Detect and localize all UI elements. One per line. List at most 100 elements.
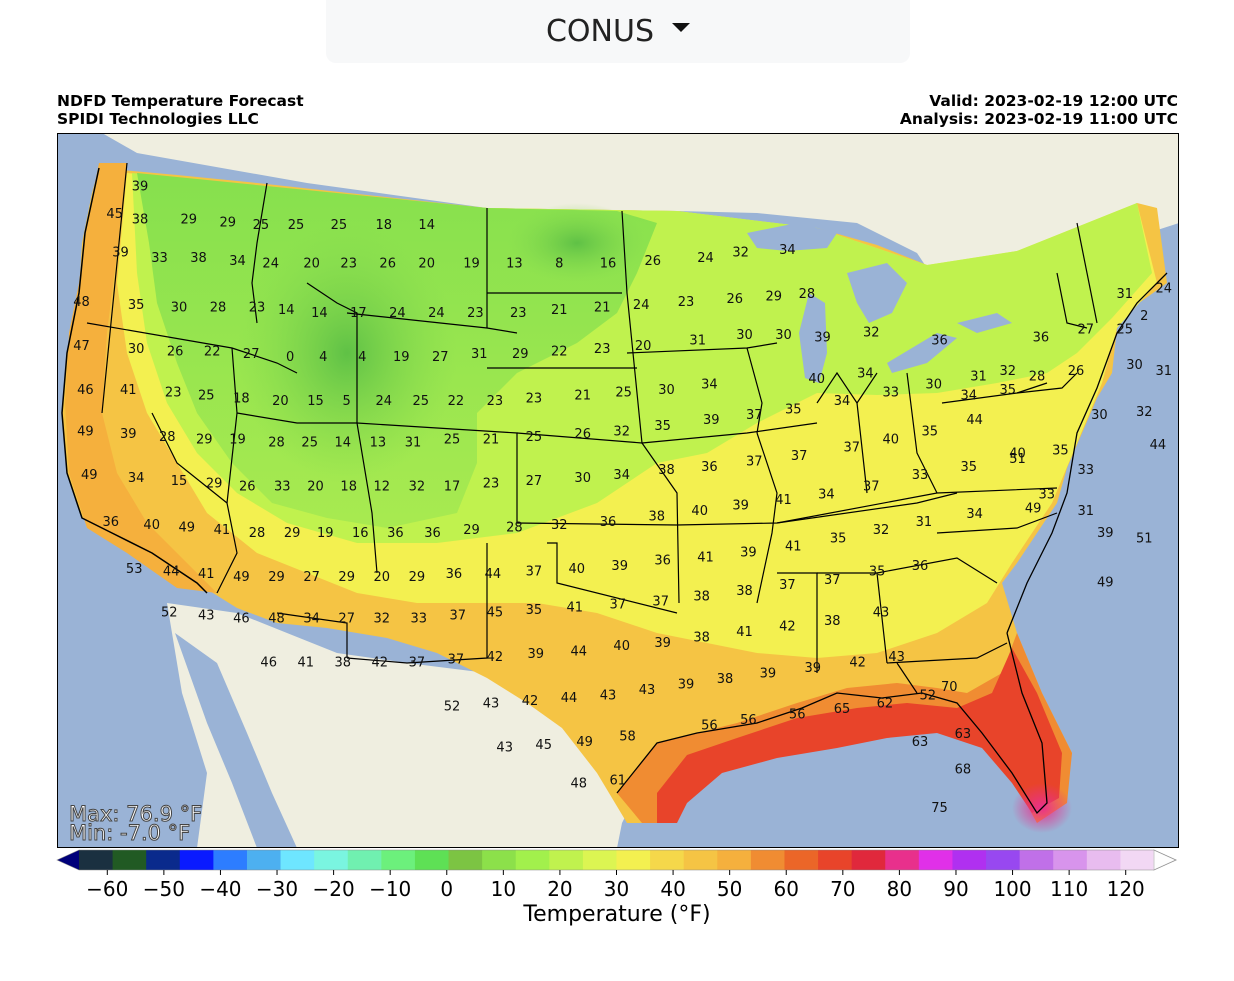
temperature-label: 23 xyxy=(483,477,500,492)
temperature-label: 34 xyxy=(128,471,145,486)
colorbar-tick-label: 20 xyxy=(547,877,572,898)
temperature-label: 41 xyxy=(214,523,231,538)
temperature-label: 39 xyxy=(740,545,757,560)
temperature-label: 32 xyxy=(1000,364,1017,379)
temperature-label: 40 xyxy=(691,504,708,519)
temperature-label: 22 xyxy=(204,345,221,360)
colorbar-cell xyxy=(582,850,617,870)
temperature-label: 27 xyxy=(526,474,543,489)
temperature-label: 24 xyxy=(376,394,393,409)
temperature-label: 51 xyxy=(1009,452,1026,467)
temperature-label: 25 xyxy=(331,218,348,233)
temperature-label: 28 xyxy=(506,521,523,536)
temperature-label: 35 xyxy=(869,565,886,580)
temperature-label: 38 xyxy=(190,251,207,266)
temperature-label: 27 xyxy=(432,350,449,365)
temperature-label: 30 xyxy=(775,328,792,343)
temperature-label: 14 xyxy=(278,303,295,318)
temperature-label: 37 xyxy=(448,653,465,668)
temperature-label: 31 xyxy=(1156,364,1173,379)
temperature-label: 26 xyxy=(1068,364,1085,379)
temperature-label: 17 xyxy=(444,479,461,494)
temperature-label: 34 xyxy=(818,488,835,503)
colorbar-tick-label: 30 xyxy=(604,877,629,898)
colorbar-cell xyxy=(784,850,819,870)
temperature-label: 34 xyxy=(229,254,246,269)
temperature-label: 35 xyxy=(654,419,671,434)
temperature-label: 35 xyxy=(128,298,145,313)
temperature-label: 33 xyxy=(411,611,428,626)
temperature-label: 31 xyxy=(1078,504,1095,519)
colorbar-cell xyxy=(986,850,1021,870)
temperature-label: 42 xyxy=(779,620,796,635)
colorbar-cell xyxy=(952,850,987,870)
temperature-label: 0 xyxy=(286,350,294,365)
temperature-label: 62 xyxy=(877,697,894,712)
temperature-label: 33 xyxy=(151,251,168,266)
temperature-label: 63 xyxy=(912,735,929,750)
colorbar-cell xyxy=(112,850,147,870)
temperature-label: 56 xyxy=(789,708,806,723)
canada-land xyxy=(102,133,1179,313)
temperature-label: 33 xyxy=(1078,463,1095,478)
temperature-label: 63 xyxy=(955,727,972,742)
colorbar-tick-label: 120 xyxy=(1107,877,1145,898)
temperature-label: 20 xyxy=(307,479,324,494)
temperature-label: 36 xyxy=(446,567,463,582)
temperature-label: 13 xyxy=(506,257,523,272)
temperature-label: 68 xyxy=(955,763,972,778)
temperature-label: 23 xyxy=(249,301,266,316)
colorbar-cell xyxy=(918,850,953,870)
state-borders xyxy=(86,162,1098,694)
temperature-label: 36 xyxy=(1033,331,1050,346)
temperature-label: 24 xyxy=(697,251,714,266)
colorbar-tick-label: 90 xyxy=(943,877,968,898)
colorbar-extend-high xyxy=(1153,849,1178,871)
temperature-label: 44 xyxy=(1150,438,1167,453)
temperature-label: 16 xyxy=(600,257,617,272)
temperature-label: 20 xyxy=(303,257,320,272)
temperature-label: 16 xyxy=(352,526,369,541)
temperature-label: 49 xyxy=(576,735,593,750)
gulf-of-california xyxy=(175,633,297,848)
temperature-label: 56 xyxy=(701,719,718,734)
colorbar-title: Temperature (°F) xyxy=(523,902,711,927)
dakota-cold-zone xyxy=(507,203,647,283)
temperature-label: 25 xyxy=(615,386,632,401)
temperature-label: 30 xyxy=(574,471,591,486)
temperature-label: 20 xyxy=(635,339,652,354)
temperature-label: 43 xyxy=(600,688,617,703)
region-selector[interactable]: CONUS xyxy=(326,0,910,63)
temperature-label: 39 xyxy=(112,246,129,261)
temperature-label: 46 xyxy=(260,655,277,670)
temperature-label: 21 xyxy=(594,301,611,316)
colorbar-tick-label: 40 xyxy=(660,877,685,898)
temperature-label: 14 xyxy=(418,218,435,233)
colorbar-cell xyxy=(549,850,584,870)
temperature-label: 23 xyxy=(165,386,182,401)
temperature-label: 40 xyxy=(143,518,160,533)
temperature-label: 37 xyxy=(779,578,796,593)
colorbar-cell xyxy=(1086,850,1121,870)
east-coastline xyxy=(1006,272,1168,634)
temperature-label: 46 xyxy=(233,611,250,626)
temperature-label: 29 xyxy=(220,215,237,230)
colorbar-tick-label: −40 xyxy=(199,877,241,898)
temperature-label: 36 xyxy=(103,515,120,530)
colorbar-cell xyxy=(246,850,282,870)
temperature-label: 35 xyxy=(1000,383,1017,398)
temperature-label: 23 xyxy=(467,306,484,321)
temperature-label: 23 xyxy=(340,257,357,272)
temperature-label: 70 xyxy=(941,680,958,695)
temperature-label: 49 xyxy=(233,570,250,585)
colorbar-cell xyxy=(818,850,853,870)
temperature-label: 39 xyxy=(732,499,749,514)
temperature-label: 24 xyxy=(428,306,445,321)
temperature-label: 25 xyxy=(198,389,215,404)
temperature-label: 30 xyxy=(1126,358,1143,373)
temperature-label: 18 xyxy=(233,391,250,406)
colorbar-tick-label: −20 xyxy=(312,877,354,898)
temperature-label: 34 xyxy=(613,468,630,483)
temperature-label: 34 xyxy=(779,243,796,258)
colorbar-cell xyxy=(414,850,450,870)
